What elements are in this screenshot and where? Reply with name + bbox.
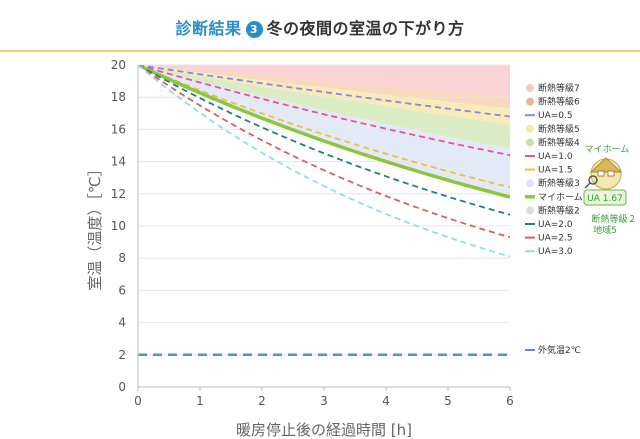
- y-tick-8: 8: [118, 251, 126, 265]
- y-tick-10: 10: [111, 219, 126, 233]
- legend-item-4: 断熱等級4: [526, 136, 580, 148]
- legend-item-11: UA=2.5: [525, 234, 573, 244]
- legend-label-6: UA=1.5: [538, 166, 573, 176]
- mascot-rank-text: 断熱等級２: [591, 213, 636, 225]
- result-subtitle: 冬の夜間の室温の下がり方: [266, 19, 465, 38]
- grade-bands: [138, 65, 510, 199]
- legend-label-4: 断熱等級4: [538, 136, 580, 148]
- header-title-row: 診断結果 3 冬の夜間の室温の下がり方: [0, 15, 640, 39]
- legend-label-10: UA=2.0: [538, 220, 573, 230]
- legend-swatch-0: [526, 84, 534, 92]
- house-mascot-icon: [584, 157, 623, 190]
- legend-label-8: マイホーム: [538, 192, 583, 203]
- legend-item-6: UA=1.5: [525, 166, 573, 176]
- y-tick-12: 12: [111, 187, 126, 201]
- band-grade-7: [138, 65, 510, 98]
- legend-item-7: 断熱等級3: [526, 177, 580, 189]
- legend-item-3: 断熱等級5: [526, 123, 580, 135]
- step-badge: 3: [245, 21, 263, 38]
- legend-label-9: 断熱等級2: [538, 204, 580, 216]
- mascot-region-text: 地域5: [593, 224, 617, 236]
- legend-label-3: 断熱等級5: [538, 123, 580, 135]
- legend-label-5: UA=1.0: [538, 152, 573, 162]
- legend-item-10: UA=2.0: [525, 220, 573, 230]
- legend-swatch-9: [526, 206, 534, 215]
- legend-item-5: UA=1.0: [525, 152, 573, 162]
- legend-item-9: 断熱等級2: [526, 204, 580, 216]
- y-tick-18: 18: [111, 90, 126, 104]
- y-axis-title: 室温（温度）［℃］: [86, 161, 104, 290]
- legend-item-12: UA=3.0: [525, 247, 573, 257]
- x-tick-4: 4: [382, 394, 390, 408]
- legend-label-11: UA=2.5: [538, 234, 573, 244]
- legend-swatch-7: [526, 179, 534, 188]
- x-axis-title: 暖房停止後の経過時間 [h]: [236, 421, 412, 439]
- ua-value-box: [583, 189, 627, 206]
- series-ua-1-0-line: [138, 65, 510, 157]
- legend-item-0: 断熱等級7: [526, 82, 580, 94]
- legend-label-7: 断熱等級3: [538, 177, 580, 189]
- series-lines: [138, 65, 510, 357]
- legend-swatch-1: [526, 97, 534, 106]
- legend-label-13: 外気温2℃: [538, 344, 581, 356]
- result-title: 診断結果: [175, 19, 242, 38]
- y-tick-14: 14: [111, 155, 126, 169]
- x-tick-6: 6: [506, 394, 514, 408]
- x-tick-5: 5: [444, 394, 452, 408]
- ua-value-text: UA 1.67: [587, 194, 623, 204]
- legend-swatch-3: [526, 124, 534, 133]
- series-ua-3-0-line: [138, 65, 510, 258]
- legend-label-2: UA=0.5: [538, 111, 573, 121]
- legend-item-8: マイホーム: [525, 192, 583, 203]
- x-tick-0: 0: [134, 394, 142, 408]
- band-grade-3: [138, 65, 510, 199]
- series-ua-0-5-line: [138, 65, 510, 118]
- y-tick-2: 2: [118, 348, 126, 362]
- legend-swatch-4: [526, 138, 534, 147]
- x-tick-3: 3: [320, 394, 328, 408]
- legend: 断熱等級7断熱等級6UA=0.5断熱等級5断熱等級4UA=1.0UA=1.5断熱…: [525, 82, 583, 356]
- x-tick-1: 1: [196, 394, 204, 408]
- series-myhome-line: [138, 65, 510, 199]
- myhome-callout: マイホーム UA 1.67 断熱等級２ 地域5: [583, 144, 637, 236]
- page-header: 診断結果 3 冬の夜間の室温の下がり方: [0, 0, 640, 52]
- y-tick-20: 20: [111, 58, 126, 72]
- series-ua-2-5-line: [138, 65, 510, 239]
- legend-label-12: UA=3.0: [538, 247, 573, 257]
- y-tick-4: 4: [118, 316, 126, 330]
- myhome-callout-label: マイホーム: [585, 144, 630, 155]
- legend-item-1: 断熱等級6: [526, 96, 580, 108]
- y-tick-6: 6: [118, 283, 126, 297]
- band-grade-4: [138, 65, 510, 149]
- y-tick-16: 16: [111, 122, 126, 136]
- legend-label-1: 断熱等級6: [538, 96, 580, 108]
- x-tick-2: 2: [258, 394, 266, 408]
- legend-label-0: 断熱等級7: [538, 82, 580, 94]
- legend-item-13: 外気温2℃: [525, 344, 581, 356]
- band-grade-5: [138, 65, 510, 125]
- series-ua-2-0-line: [138, 65, 510, 216]
- y-tick-0: 0: [118, 380, 126, 394]
- legend-item-2: UA=0.5: [525, 111, 573, 121]
